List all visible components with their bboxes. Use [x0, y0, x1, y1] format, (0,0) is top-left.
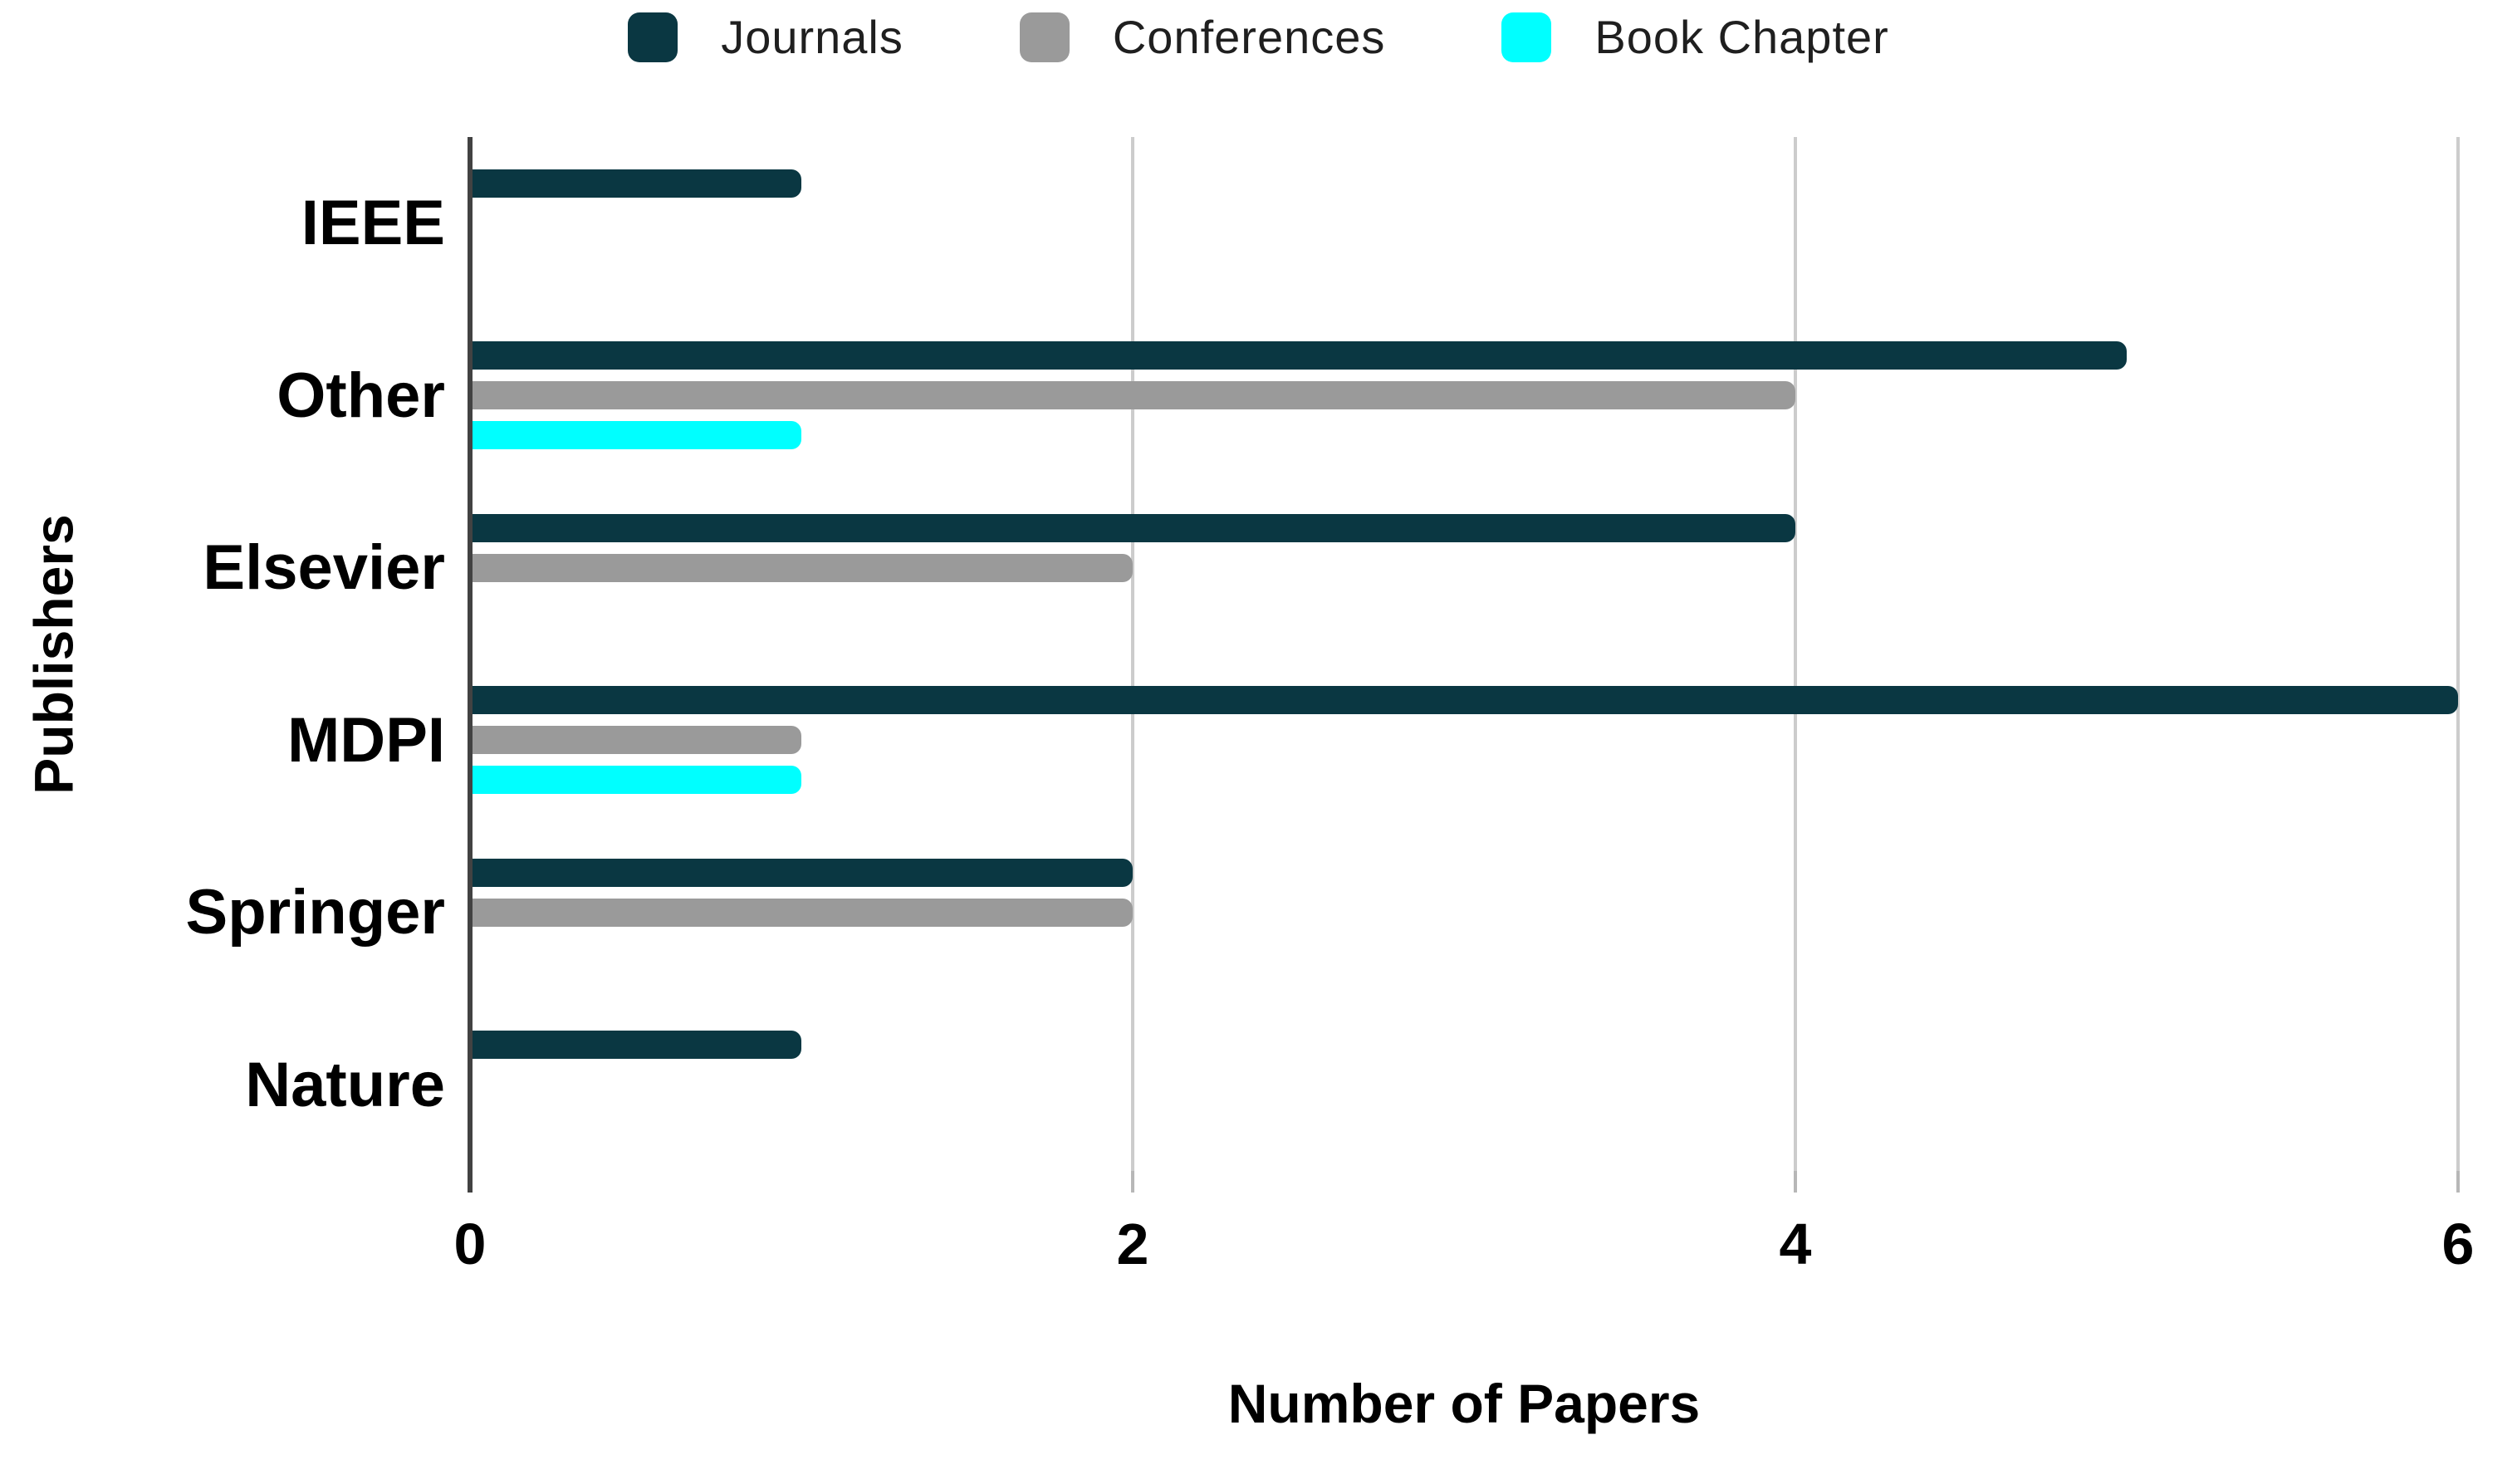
bar-lane [470, 858, 2458, 887]
x-tick-label: 6 [2441, 1212, 2475, 1276]
category-label-other: Other [277, 360, 445, 431]
legend-swatch-book-chapter-icon [1501, 12, 1552, 62]
bar-journals-elsevier [470, 513, 1795, 542]
axis-tick [468, 1171, 473, 1193]
plot-area: 0 2 4 6 IEEE Other Elsevier MDPI Springer Nature [186, 137, 2474, 1276]
bar-group [470, 826, 2458, 999]
category-label-ieee: IEEE [301, 188, 445, 259]
bar-lane [470, 766, 2458, 795]
axis-tick [1131, 1171, 1134, 1193]
category-row-nature: Nature [245, 999, 2458, 1172]
x-tick-label: 0 [453, 1212, 487, 1276]
x-tick-label: 4 [1779, 1212, 1812, 1276]
x-tick-label: 2 [1116, 1212, 1149, 1276]
bar-lane [470, 726, 2458, 755]
gridline [2456, 137, 2460, 1171]
category-label-nature: Nature [245, 1049, 445, 1120]
bar-lane [470, 209, 2458, 238]
bar-lane [470, 381, 2458, 410]
category-label-elsevier: Elsevier [203, 532, 445, 604]
bar-lane [470, 1110, 2458, 1139]
legend-item-journals: Journals [628, 10, 903, 64]
bar-journals-ieee [470, 169, 801, 198]
bar-lane [470, 421, 2458, 450]
bar-lane [470, 553, 2458, 582]
category-label-springer: Springer [185, 877, 446, 948]
bar-journals-other [470, 341, 2127, 370]
bar-lane [470, 938, 2458, 967]
bar-group [470, 310, 2458, 482]
bar-journals-mdpi [470, 686, 2458, 715]
legend-swatch-journals-icon [628, 12, 678, 62]
category-row-elsevier: Elsevier [203, 482, 2458, 654]
bar-lane [470, 513, 2458, 542]
bar-group [470, 999, 2458, 1172]
bar-journals-nature [470, 1031, 801, 1060]
bar-lane [470, 169, 2458, 198]
bar-journals-springer [470, 858, 1133, 887]
chart-legend: Journals Conferences Book Chapter [0, 10, 2517, 64]
bar-conferences-elsevier [470, 553, 1133, 582]
legend-swatch-conferences-icon [1019, 12, 1070, 62]
bar-lane [470, 686, 2458, 715]
legend-label-journals: Journals [721, 11, 903, 63]
bar-group [470, 137, 2458, 310]
bar-conferences-springer [470, 898, 1133, 927]
axis-tick [1794, 1171, 1797, 1193]
bar-lane [470, 898, 2458, 927]
bar-group [470, 482, 2458, 654]
gridline [1131, 137, 1134, 1171]
y-axis-line [468, 137, 473, 1171]
bar-group [470, 654, 2458, 827]
legend-label-book-chapter: Book Chapter [1594, 11, 1889, 63]
bar-lane [470, 1070, 2458, 1099]
bar-lane [470, 249, 2458, 277]
category-row-ieee: IEEE [301, 137, 2458, 310]
legend-item-conferences: Conferences [1019, 10, 1386, 64]
legend-item-book-chapter: Book Chapter [1501, 10, 1888, 64]
bar-conferences-other [470, 381, 1795, 410]
bar-lane [470, 594, 2458, 622]
axis-tick [2456, 1171, 2460, 1193]
category-row-springer: Springer [186, 826, 2458, 999]
category-row-other: Other [277, 310, 2458, 482]
bar-book-chapter-mdpi [470, 766, 801, 795]
category-label-mdpi: MDPI [287, 704, 445, 776]
gridline [1794, 137, 1797, 1171]
bar-lane [470, 341, 2458, 370]
category-row-mdpi: MDPI [287, 654, 2458, 827]
bar-lane [470, 1031, 2458, 1060]
bar-conferences-mdpi [470, 726, 801, 755]
bar-book-chapter-other [470, 421, 801, 450]
legend-label-conferences: Conferences [1112, 11, 1386, 63]
x-axis-title: Number of Papers [1227, 1373, 1701, 1434]
